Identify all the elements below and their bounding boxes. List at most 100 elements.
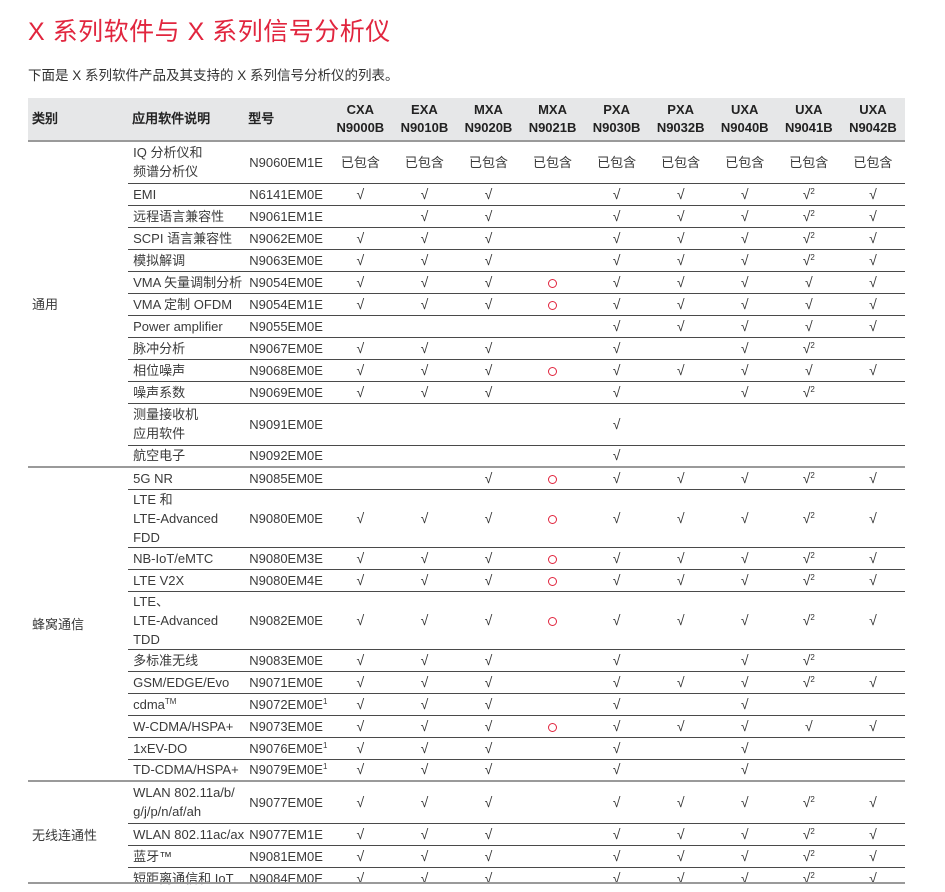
support-cell: √ (712, 822, 777, 845)
support-cell: √ (648, 590, 713, 649)
software-description: NB-IoT/eMTC (128, 546, 245, 569)
model-number: N9079EM0E1 (244, 758, 329, 781)
support-cell (520, 248, 585, 271)
checkmark-icon: √ (420, 251, 429, 268)
support-cell: √ (328, 546, 393, 569)
support-cell (648, 336, 713, 359)
support-cell: √ (584, 648, 649, 671)
support-cell: 已包含 (520, 140, 585, 183)
checkmark-icon: √ (869, 793, 877, 810)
red-circle-icon (548, 576, 558, 586)
model-number: N9077EM1E (244, 822, 329, 845)
software-description: VMA 定制 OFDM (128, 292, 245, 315)
support-cell (328, 204, 393, 227)
support-cell (392, 466, 457, 489)
analyzer-model: N9030B (592, 120, 641, 135)
red-circle-icon (548, 554, 558, 564)
support-cell: √ (584, 736, 649, 759)
support-cell: √ (328, 292, 393, 315)
model-number: N9077EM0E (244, 780, 329, 823)
support-cell: √ (456, 226, 521, 249)
checkmark-icon: √ (420, 549, 429, 566)
checkmark-icon: √ (676, 229, 685, 246)
checkmark-icon: √ (869, 469, 877, 486)
checkmark-icon: √ (612, 793, 621, 810)
checkmark-icon: √ (420, 339, 429, 356)
support-cell: √ (840, 568, 905, 591)
checkmark-icon: √ (740, 207, 749, 224)
checkmark-icon: √ (740, 695, 749, 712)
support-cell (520, 714, 585, 737)
checkmark-icon: √ (356, 739, 365, 756)
support-cell (520, 866, 585, 889)
included-label: 已包含 (404, 154, 444, 170)
footnote-superscript: 1 (322, 740, 328, 750)
support-cell: √ (328, 736, 393, 759)
included-label: 已包含 (853, 154, 893, 170)
analyzer-family: UXA (731, 102, 759, 117)
support-cell: √ (328, 692, 393, 715)
support-cell (776, 692, 841, 715)
support-cell: √ (648, 488, 713, 547)
support-cell: √ (328, 780, 393, 823)
support-cell: √ (840, 590, 905, 649)
support-cell: √ (328, 822, 393, 845)
checkmark-icon: √ (676, 469, 685, 486)
checkmark-icon: √ (356, 361, 365, 378)
support-cell: √ (840, 488, 905, 547)
checkmark-icon: √ (612, 847, 621, 864)
software-description: LTE、 LTE-Advanced TDD (128, 590, 245, 649)
support-cell: √ (392, 780, 457, 823)
support-cell (520, 358, 585, 381)
support-cell: √ (456, 270, 521, 293)
support-cell (328, 444, 393, 467)
checkmark-icon: √ (612, 651, 621, 668)
header-analyzer: MXA N9021B (520, 98, 585, 141)
support-cell: √ (456, 380, 521, 403)
checkmark-icon: √ (676, 717, 685, 734)
checkmark-icon: √ (676, 251, 685, 268)
checkmark-icon: √2 (802, 185, 815, 202)
table-row: WLAN 802.11ac/ax N9077EM1E √ √ √ √ √ √ √2 √ (28, 822, 905, 845)
support-cell: √ (712, 866, 777, 889)
header-analyzer: MXA N9020B (456, 98, 521, 141)
support-cell: 已包含 (648, 140, 713, 183)
checkmark-icon: √ (740, 229, 749, 246)
support-cell: √ (712, 466, 777, 489)
support-cell (520, 590, 585, 649)
footnote-superscript: 2 (810, 230, 815, 240)
support-cell: √ (392, 488, 457, 547)
support-cell: √ (328, 866, 393, 889)
model-number: N9069EM0E (244, 380, 329, 403)
support-cell: √ (392, 546, 457, 569)
support-cell (648, 402, 713, 445)
support-cell: √ (840, 780, 905, 823)
support-cell: √ (712, 336, 777, 359)
support-cell: √ (392, 822, 457, 845)
checkmark-icon: √ (740, 185, 749, 202)
checkmark-icon: √2 (802, 571, 815, 588)
support-cell: √ (328, 714, 393, 737)
table-row: 无线连通性 WLAN 802.11a/b/g/j/p/n/af/ah N9077EM… (28, 780, 905, 889)
analyzer-model: N9042B (849, 120, 897, 135)
support-cell: √2 (776, 546, 841, 569)
software-description: IQ 分析仪和 频谱分析仪 (128, 140, 245, 183)
support-cell (648, 380, 713, 403)
support-cell: 已包含 (392, 140, 457, 183)
support-cell (520, 736, 585, 759)
checkmark-icon: √ (740, 869, 749, 886)
support-cell: √ (840, 714, 905, 737)
table-row: TD-CDMA/HSPA+ N9079EM0E1 √ √ √ √ √ (28, 758, 905, 781)
software-description: 脉冲分析 (128, 336, 245, 359)
support-cell: √2 (776, 844, 841, 867)
support-cell: √ (712, 248, 777, 271)
checkmark-icon: √ (484, 571, 493, 588)
support-cell: √ (456, 568, 521, 591)
support-cell: √ (328, 336, 393, 359)
support-cell (840, 380, 905, 403)
support-cell: 已包含 (456, 140, 521, 183)
support-cell: √ (648, 866, 713, 889)
support-cell (456, 402, 521, 445)
checkmark-icon: √ (676, 793, 685, 810)
support-cell: √ (456, 844, 521, 867)
